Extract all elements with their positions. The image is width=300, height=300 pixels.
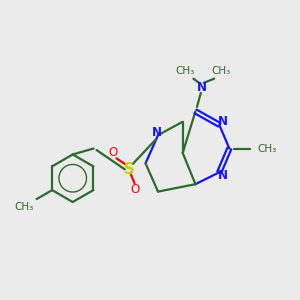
Text: CH₃: CH₃ [14,202,34,212]
Text: N: N [218,169,228,182]
Text: O: O [108,146,118,159]
Text: N: N [196,81,206,94]
Text: CH₃: CH₃ [176,66,195,76]
Text: N: N [218,115,228,128]
Text: CH₃: CH₃ [257,143,276,154]
Text: O: O [130,183,140,196]
Text: S: S [124,162,134,177]
Text: CH₃: CH₃ [211,66,230,76]
Text: N: N [152,126,161,139]
